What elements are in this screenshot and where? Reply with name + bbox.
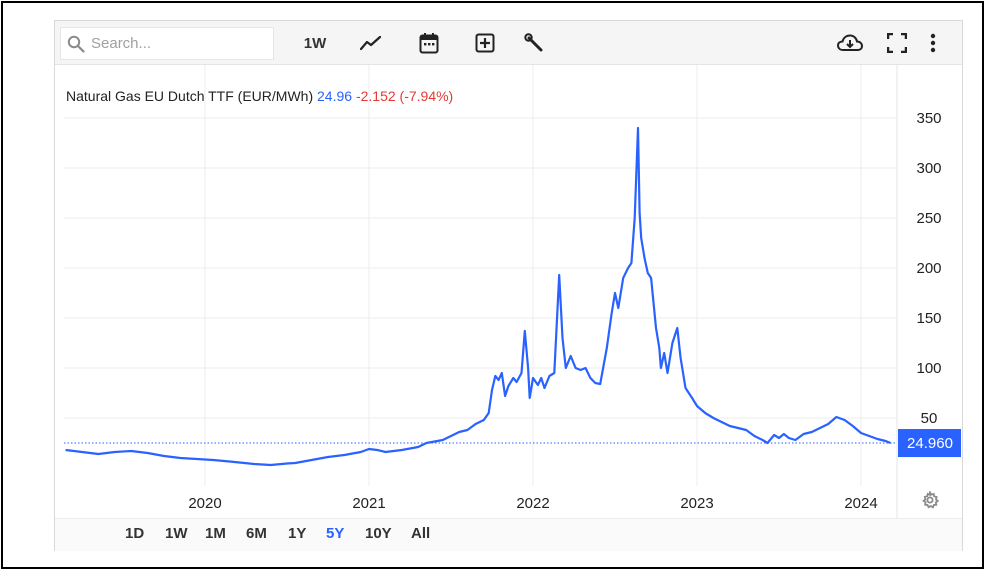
chart-legend: Natural Gas EU Dutch TTF (EUR/MWh) 24.96… <box>66 88 453 104</box>
y-tick-label: 200 <box>916 260 941 277</box>
y-tick-label: 350 <box>916 110 941 127</box>
legend-instrument-name: Natural Gas EU Dutch TTF (EUR/MWh) <box>66 88 314 104</box>
toolbar: 1W <box>55 21 962 65</box>
period-selector: 1D 1W 1M 6M 1Y 5Y 10Y All <box>55 518 962 551</box>
period-button-1w[interactable]: 1W <box>165 525 188 542</box>
y-tick-label: 300 <box>916 160 941 177</box>
x-tick-label: 2023 <box>680 495 713 512</box>
fullscreen-button[interactable] <box>883 30 911 56</box>
add-box-icon <box>475 33 495 53</box>
period-button-6m[interactable]: 6M <box>246 525 267 542</box>
period-button-10y[interactable]: 10Y <box>365 525 392 542</box>
wrench-icon <box>524 33 543 52</box>
interval-button[interactable]: 1W <box>303 34 327 52</box>
x-tick-label: 2021 <box>352 495 385 512</box>
period-button-1m[interactable]: 1M <box>205 525 226 542</box>
settings-tools-button[interactable] <box>520 30 548 56</box>
x-tick-label: 2020 <box>188 495 221 512</box>
period-button-1y[interactable]: 1Y <box>288 525 307 542</box>
date-range-button[interactable] <box>415 30 443 56</box>
period-button-5y[interactable]: 5Y <box>326 525 345 542</box>
search-input[interactable] <box>91 33 266 53</box>
price-chart: 50 100 150 200 250 300 350 2020 2021 2022 2023 2024… <box>64 65 961 518</box>
last-price-label: 24.960 <box>907 435 953 452</box>
y-tick-label: 250 <box>916 210 941 227</box>
cloud-download-icon <box>837 34 863 51</box>
search-icon <box>67 35 85 53</box>
x-tick-label: 2022 <box>516 495 549 512</box>
legend-change: -2.152 (-7.94%) <box>355 88 454 104</box>
y-tick-label: 50 <box>921 410 938 427</box>
gear-icon <box>922 489 940 509</box>
search-box[interactable] <box>60 27 274 60</box>
calendar-icon <box>419 33 439 54</box>
add-indicator-button[interactable] <box>471 30 499 56</box>
period-button-1d[interactable]: 1D <box>125 525 145 542</box>
last-price-badge <box>898 429 961 458</box>
legend-price: 24.96 <box>317 88 353 104</box>
y-tick-label: 100 <box>916 360 941 377</box>
fullscreen-icon <box>887 33 907 53</box>
download-button[interactable] <box>836 30 864 56</box>
chart-type-button[interactable] <box>357 30 385 56</box>
chart-widget: 1W <box>54 20 963 551</box>
x-tick-label: 2024 <box>844 495 877 512</box>
more-options-button[interactable] <box>923 30 943 56</box>
chart-settings-button[interactable] <box>921 489 940 514</box>
period-button-all[interactable]: All <box>411 525 431 542</box>
line-chart-icon <box>360 35 382 51</box>
y-tick-label: 150 <box>916 310 941 327</box>
more-vert-icon <box>930 33 936 53</box>
price-line <box>65 126 891 467</box>
